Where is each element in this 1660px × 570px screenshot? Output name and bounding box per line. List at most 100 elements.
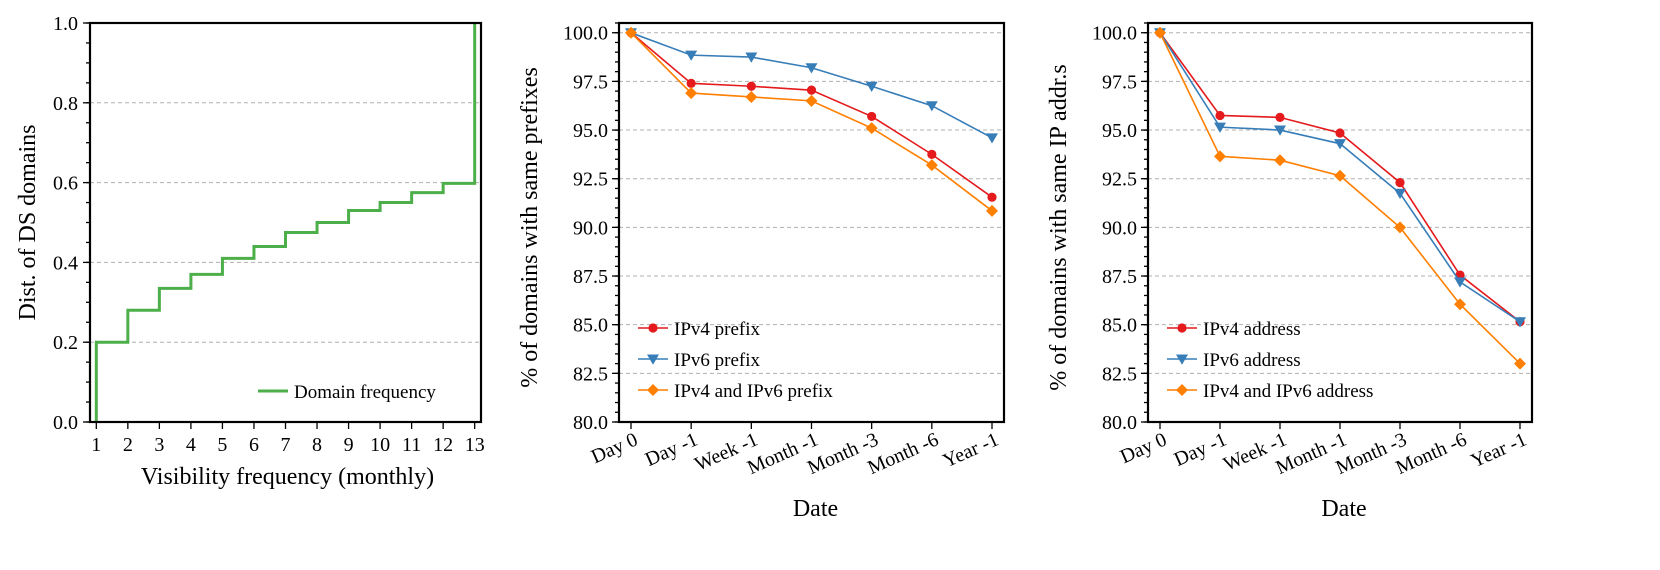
y-tick-label: 82.5 <box>573 363 608 385</box>
x-tick-label: 6 <box>249 434 259 456</box>
data-point-ipv4-and-ipv6-prefix <box>865 122 878 135</box>
data-point-ipv4-prefix <box>987 192 997 202</box>
panel-same-ip-addresses: 80.0 82.5 85.0 87.5 90.0 92.5 95.0 97.5 100.0 Day… <box>1046 21 1534 522</box>
y-axis-label: % of domains with same prefixes <box>517 67 543 388</box>
y-tick-label: 85.0 <box>573 315 608 337</box>
legend-label-ipv4-address: IPv4 address <box>1203 319 1301 340</box>
data-point-ipv4-and-ipv6-prefix <box>805 94 818 107</box>
data-point-ipv4-and-ipv6-prefix <box>685 87 698 100</box>
y-tick-label: 87.5 <box>1102 266 1137 288</box>
data-point-ipv4-prefix <box>867 111 877 122</box>
legend-label-ipv6-prefix: IPv6 prefix <box>674 350 761 371</box>
legend-marker-ipv4-and-ipv6-prefix <box>647 384 659 396</box>
y-tick-label: 82.5 <box>1102 363 1137 385</box>
data-point-ipv6-prefix <box>745 52 758 63</box>
series-line-domain-frequency <box>94 23 477 422</box>
y-tick-label: 80.0 <box>1102 412 1137 434</box>
x-tick-label: 9 <box>344 434 354 456</box>
data-point-ipv4-address <box>1395 178 1405 188</box>
x-tick-label: 3 <box>154 434 164 456</box>
data-point-ipv4-and-ipv6-address <box>1154 26 1166 39</box>
data-point-ipv6-prefix <box>986 133 998 144</box>
data-point-ipv4-and-ipv6-address <box>1274 154 1286 167</box>
data-point-ipv4-and-ipv6-address <box>1514 357 1526 370</box>
y-tick-label: 97.5 <box>573 71 608 93</box>
x-tick-label: 13 <box>465 434 485 456</box>
y-tick-label: 100.0 <box>1092 23 1137 45</box>
y-tick-label: 90.0 <box>573 217 608 239</box>
data-point-ipv6-address <box>1454 277 1466 288</box>
x-tick-label: 2 <box>123 434 133 456</box>
x-tick-label-year-1: Year -1 <box>1468 428 1530 472</box>
y-axis-label: Dist. of DS domains <box>15 124 41 320</box>
legend-marker-ipv6-address <box>1176 354 1188 365</box>
legend-label-ipv6-address: IPv6 address <box>1203 350 1301 371</box>
y-tick-label: 92.5 <box>1102 169 1137 191</box>
series-line-ipv6-prefix <box>630 31 993 139</box>
y-tick-label: 100.0 <box>563 23 608 45</box>
legend-marker-ipv4-prefix <box>648 323 658 333</box>
data-point-ipv4-and-ipv6-prefix <box>986 204 998 217</box>
legend-label-ipv4-and-ipv6-prefix: IPv4 and IPv6 prefix <box>674 381 833 402</box>
data-point-ipv4-and-ipv6-address <box>1334 169 1346 182</box>
x-tick-label: 12 <box>433 434 453 456</box>
y-tick-label: 85.0 <box>1102 315 1137 337</box>
y-tick-label: 97.5 <box>1102 71 1137 93</box>
data-point-ipv6-prefix <box>925 101 938 112</box>
legend-label-ipv4-prefix: IPv4 prefix <box>674 319 761 340</box>
y-tick-label: 0.2 <box>53 332 78 354</box>
data-point-ipv4-and-ipv6-prefix <box>925 159 938 172</box>
y-tick-label: 87.5 <box>573 266 608 288</box>
y-tick-label: 0.6 <box>53 173 78 195</box>
data-point-ipv6-address <box>1334 139 1346 150</box>
data-point-ipv6-address <box>1394 188 1406 200</box>
x-tick-label-day-0: Day 0 <box>1117 428 1170 468</box>
data-point-ipv6-prefix <box>805 63 818 74</box>
x-tick-label: 8 <box>312 434 322 456</box>
y-tick-label: 1.0 <box>53 13 78 35</box>
data-point-ipv6-address <box>1214 122 1226 133</box>
data-point-ipv6-address <box>1274 125 1286 136</box>
data-point-ipv4-and-ipv6-prefix <box>745 90 758 103</box>
data-point-ipv4-prefix <box>746 81 756 91</box>
plot-frame <box>617 21 1006 424</box>
x-tick-label: 10 <box>370 434 390 456</box>
data-point-ipv4-and-ipv6-address <box>1214 150 1226 163</box>
series-line-ipv4-and-ipv6-prefix <box>630 32 993 212</box>
data-point-ipv4-and-ipv6-address <box>1394 221 1406 234</box>
x-tick-label: 5 <box>217 434 227 456</box>
x-tick-label-year-1: Year -1 <box>940 428 1002 472</box>
y-tick-label: 0.0 <box>53 412 78 434</box>
data-point-ipv4-and-ipv6-address <box>1454 298 1466 311</box>
series-line-ipv4-prefix <box>630 32 993 198</box>
x-tick-label-day-1: Day -1 <box>642 428 701 470</box>
data-point-ipv4-prefix <box>686 78 696 88</box>
legend-marker-ipv6-prefix <box>647 354 659 365</box>
x-axis-label: Date <box>793 496 838 522</box>
y-tick-label: 0.8 <box>53 93 78 115</box>
y-tick-label: 80.0 <box>573 412 608 434</box>
legend-marker-ipv4-and-ipv6-address <box>1176 384 1188 396</box>
data-point-ipv4-address <box>1275 112 1285 122</box>
legend-label-domain-frequency: Domain frequency <box>294 382 436 403</box>
data-point-ipv4-address <box>1335 128 1345 138</box>
data-point-ipv4-address <box>1215 110 1225 121</box>
y-tick-label: 95.0 <box>1102 120 1137 142</box>
x-tick-label: 11 <box>402 434 421 456</box>
series-line-ipv4-and-ipv6-address <box>1159 32 1521 365</box>
plot-frame <box>88 21 483 424</box>
x-tick-label: 1 <box>91 434 101 456</box>
data-point-ipv4-prefix <box>927 149 937 159</box>
data-point-ipv4-prefix <box>806 85 817 95</box>
panel-domain-frequency-cdf: 0.00.20.40.60.81.01 2 3 4 5 6 7 8 9 10 11 12 13Domai… <box>15 13 485 490</box>
data-point-ipv6-prefix <box>865 81 878 92</box>
legend-label-ipv4-and-ipv6-address: IPv4 and IPv6 address <box>1203 381 1373 402</box>
y-tick-label: 0.4 <box>53 252 78 274</box>
data-point-ipv4-and-ipv6-prefix <box>625 26 637 39</box>
x-tick-label-day-1: Day -1 <box>1171 428 1230 470</box>
y-tick-label: 95.0 <box>573 120 608 142</box>
panel-same-prefixes: 80.0 82.5 85.0 87.5 90.0 92.5 95.0 97.5 100.0 Day… <box>517 21 1006 522</box>
y-tick-label: 92.5 <box>573 169 608 191</box>
x-tick-label: 4 <box>186 434 196 456</box>
x-axis-label: Date <box>1321 496 1366 522</box>
